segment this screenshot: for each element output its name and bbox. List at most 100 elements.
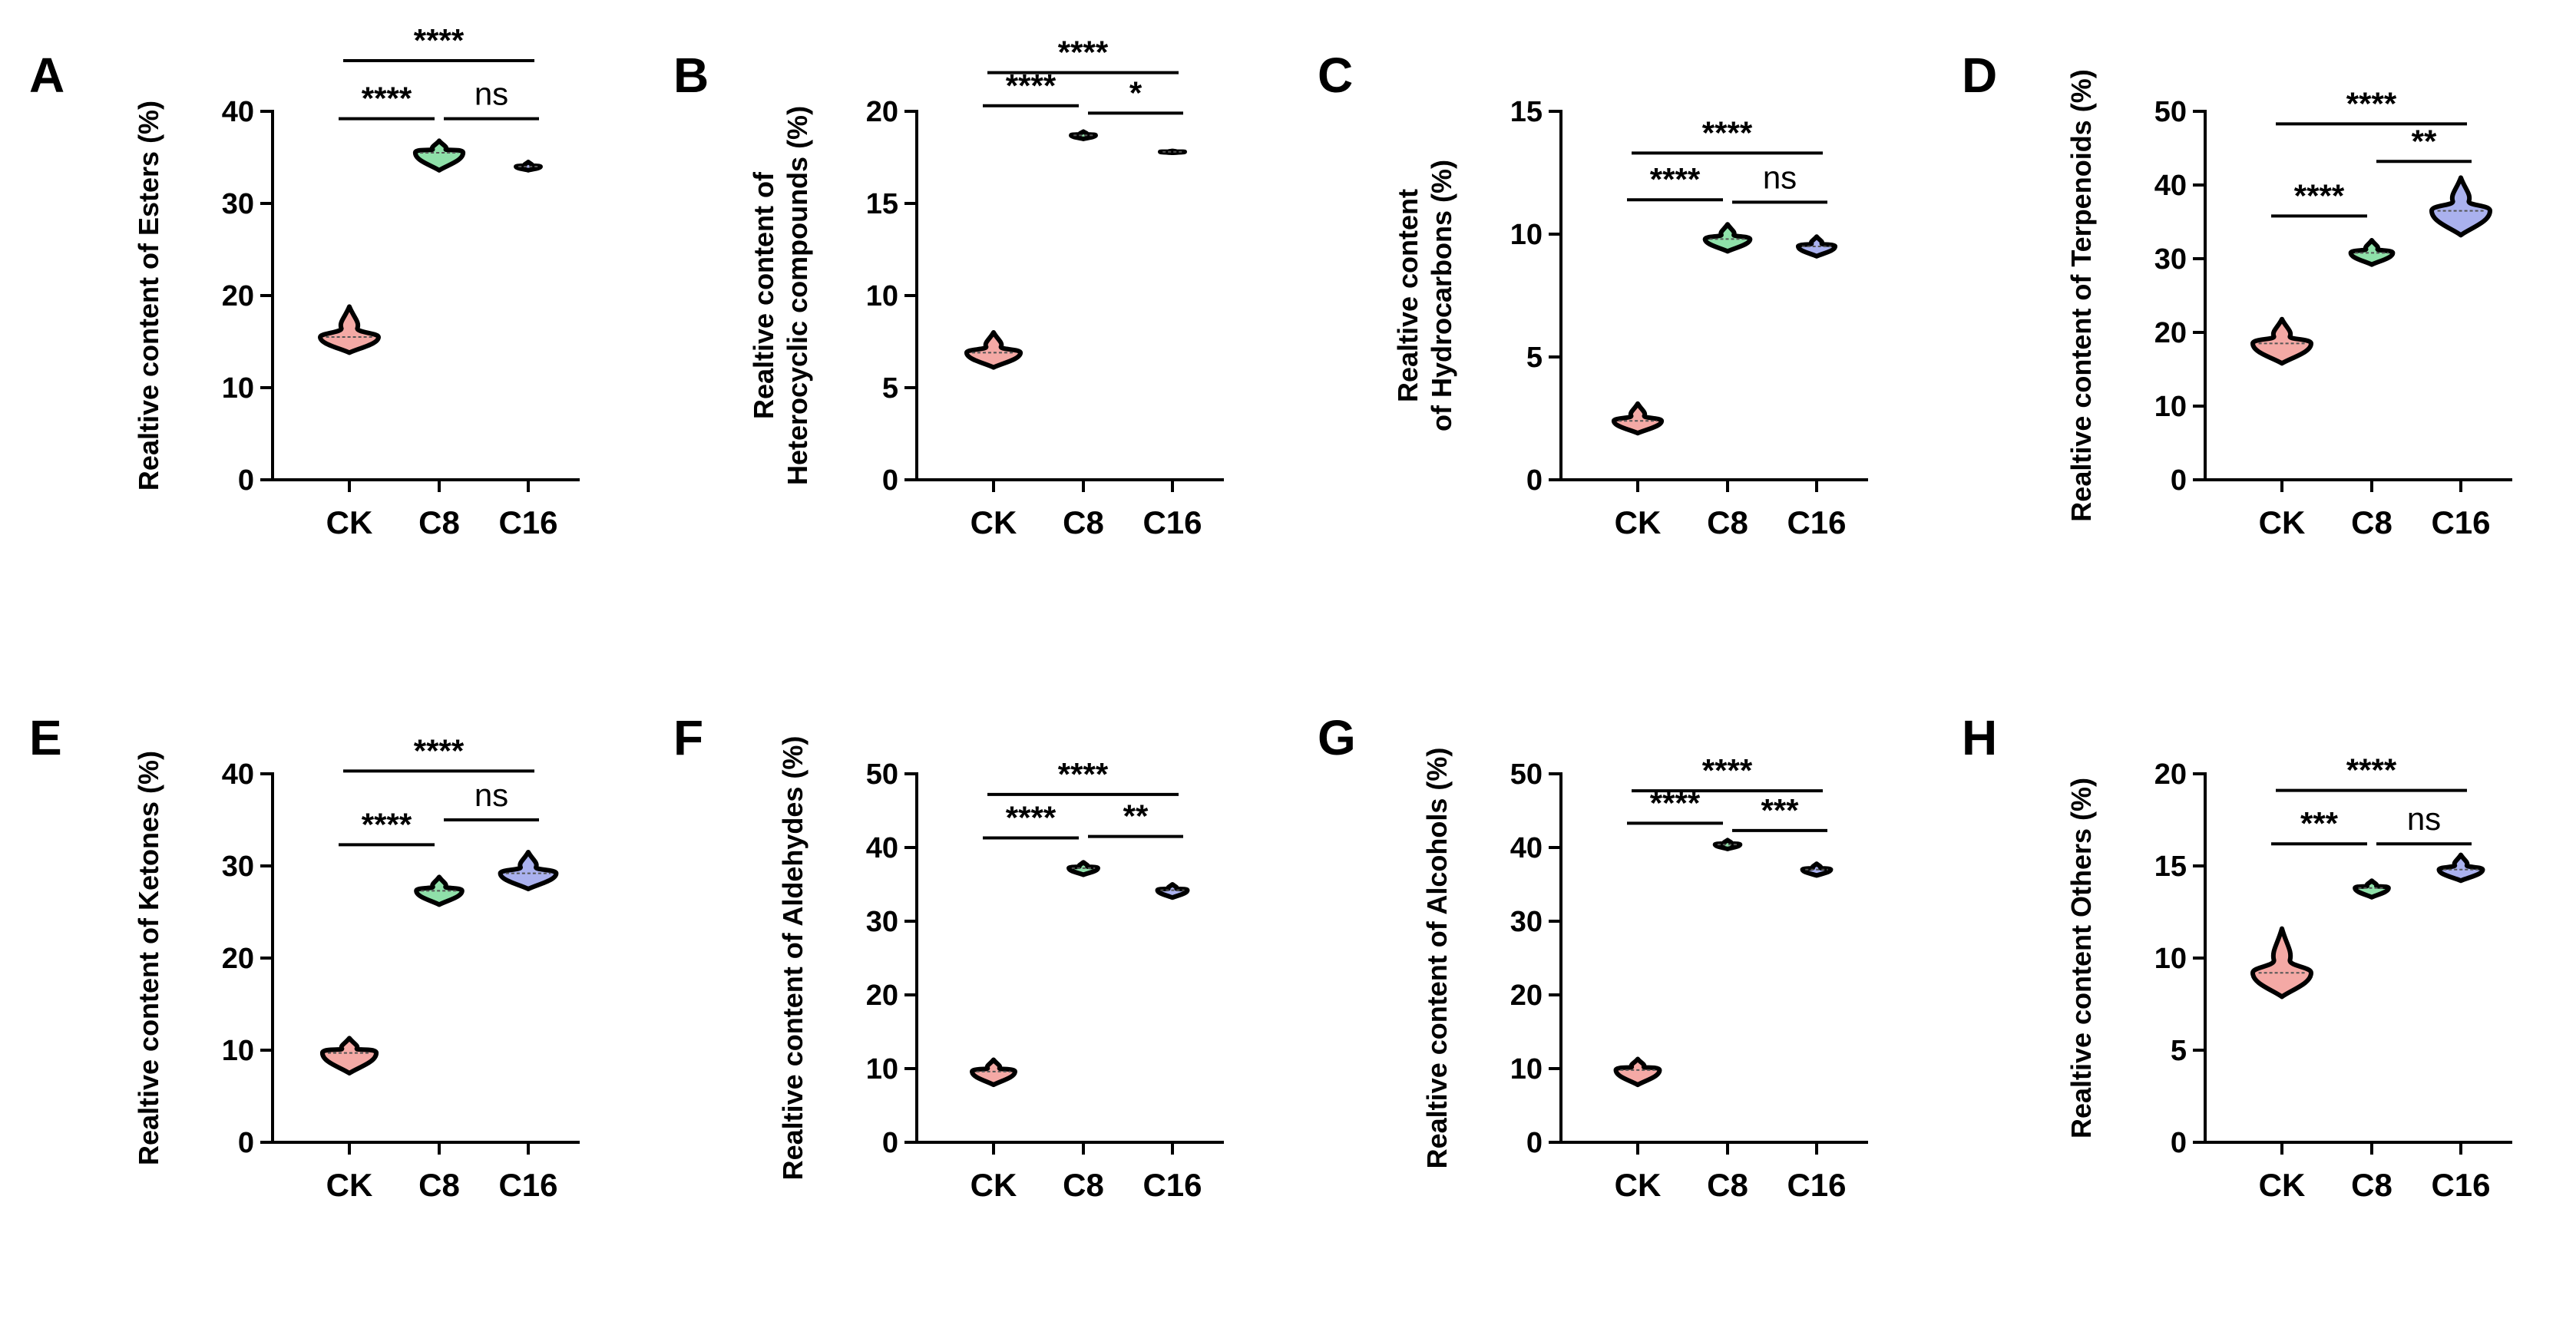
x-tick-label: C16 [1787,1167,1846,1203]
significance-label: *** [1761,792,1799,828]
panel-letter: D [1962,48,1997,103]
y-tick-label: 20 [2154,317,2187,349]
x-tick-label: C8 [1063,504,1104,540]
x-tick-label: CK [1615,1167,1662,1203]
violin-c16 [1795,234,1838,259]
violin-c16 [2429,175,2492,238]
violin-ck [2250,926,2313,1000]
y-tick-label: 20 [1510,980,1543,1012]
y-tick-label: 20 [2154,758,2187,791]
y-tick-label: 30 [866,906,898,938]
violin-ck [1613,1056,1662,1088]
y-axis-title: Realtive content of [748,171,779,419]
significance-label: * [1129,74,1143,111]
y-axis-title: Realtive content of Esters (%) [133,101,164,491]
x-tick-label: CK [326,504,373,540]
significance-label: ** [1123,798,1149,834]
significance-label: ** [2412,123,2437,159]
y-tick-label: 30 [222,188,254,220]
y-tick-label: 10 [2154,943,2187,975]
significance-label: ns [475,777,508,813]
panel-b: B 0 5 10 15 20 CK C8 C16 Realtive content of Heter… [644,0,1288,662]
violin-c16 [498,850,559,891]
y-axis-title: Realtive content of Alcohols (%) [1421,748,1453,1169]
significance-label: **** [1650,161,1701,197]
x-tick-label: CK [971,1167,1017,1203]
y-axis-title: Realtive content Others (%) [2065,778,2097,1138]
x-tick-label: C16 [2431,504,2490,540]
violin-chart: G 0 10 20 30 40 50 CK C8 C16 Realtive content of A… [1318,710,1868,1203]
violin-c8 [1069,129,1098,141]
y-tick-label: 50 [1510,758,1543,791]
violin-ck [2250,316,2313,366]
y-tick-label: 30 [1510,906,1543,938]
y-tick-label: 5 [1526,342,1543,374]
violin-c16 [2436,852,2485,884]
x-tick-label: C8 [2351,1167,2392,1203]
y-tick-label: 20 [222,280,254,312]
significance-label: ns [475,76,508,112]
violin-chart: A 0 10 20 30 40 CK C8 C16 Realtive content of Est… [29,22,580,540]
y-tick-label: 0 [2171,464,2187,497]
violin-c8 [1702,222,1753,254]
significance-label: **** [1702,114,1753,150]
significance-label: **** [362,81,412,117]
significance-label: **** [2294,177,2345,213]
x-tick-label: C16 [498,1167,557,1203]
x-tick-label: C16 [1143,504,1202,540]
y-tick-label: 40 [2154,170,2187,202]
violin-c8 [2353,878,2391,900]
y-axis-title: Realtive content [1392,189,1424,402]
significance-label: *** [2300,805,2339,841]
x-tick-label: C8 [418,504,460,540]
violin-chart: H 0 5 10 15 20 CK C8 C16 Realtive content Others … [1962,710,2512,1203]
x-tick-label: C16 [1143,1167,1202,1203]
y-tick-label: 30 [222,851,254,883]
y-tick-label: 5 [2171,1035,2187,1067]
y-tick-label: 15 [2154,851,2187,883]
x-tick-label: CK [1615,504,1662,540]
significance-label: **** [414,732,465,768]
y-tick-label: 40 [1510,832,1543,864]
y-tick-label: 0 [238,1127,254,1159]
y-tick-label: 10 [2154,391,2187,423]
violin-ck [1611,401,1665,436]
x-tick-label: C16 [2431,1167,2490,1203]
x-tick-label: CK [2259,1167,2306,1203]
violin-ck [319,1036,379,1076]
y-tick-label: 30 [2154,243,2187,276]
y-axis-title: Realtive content of Ketones (%) [133,751,164,1165]
y-axis-title: Realtive content of Terpenoids (%) [2065,69,2097,521]
violin-c8 [1712,838,1743,851]
y-tick-label: 10 [1510,1053,1543,1085]
panel-g: G 0 10 20 30 40 50 CK C8 C16 Realtive content of A… [1288,662,1932,1325]
x-tick-label: C8 [1707,1167,1748,1203]
y-tick-label: 40 [222,96,254,128]
y-tick-label: 50 [866,758,898,791]
x-tick-label: C8 [1063,1167,1104,1203]
significance-label: **** [362,806,412,842]
panel-d: D 0 10 20 30 40 50 CK C8 C16 Realtive content of T… [1933,0,2576,662]
violin-chart: F 0 10 20 30 40 50 CK C8 C16 Realtive content of A… [673,710,1224,1203]
significance-label: **** [2346,752,2397,788]
y-tick-label: 40 [866,832,898,864]
violin-ck [318,304,381,355]
panel-e: E 0 10 20 30 40 CK C8 C16 Realtive content of Ket… [0,662,643,1325]
violin-chart: E 0 10 20 30 40 CK C8 C16 Realtive content of Ket… [29,710,580,1203]
panel-letter: B [673,48,709,103]
significance-label: **** [2346,85,2397,121]
x-tick-label: CK [971,504,1017,540]
violin-c16 [514,160,543,173]
y-tick-label: 50 [2154,96,2187,128]
violin-ck [964,330,1023,370]
panel-letter: C [1318,48,1353,103]
y-tick-label: 40 [222,758,254,791]
y-tick-label: 20 [866,980,898,1012]
violin-chart: C 0 5 10 15 CK C8 C16 Realtive content of Hydroca… [1318,48,1868,540]
significance-label: **** [1058,756,1109,792]
x-tick-label: C16 [1787,504,1846,540]
y-tick-label: 0 [1526,1127,1543,1159]
panel-letter: H [1962,710,1997,765]
violin-chart: D 0 10 20 30 40 50 CK C8 C16 Realtive content of T… [1962,48,2512,540]
panel-c: C 0 5 10 15 CK C8 C16 Realtive content of Hydroca… [1288,0,1932,662]
